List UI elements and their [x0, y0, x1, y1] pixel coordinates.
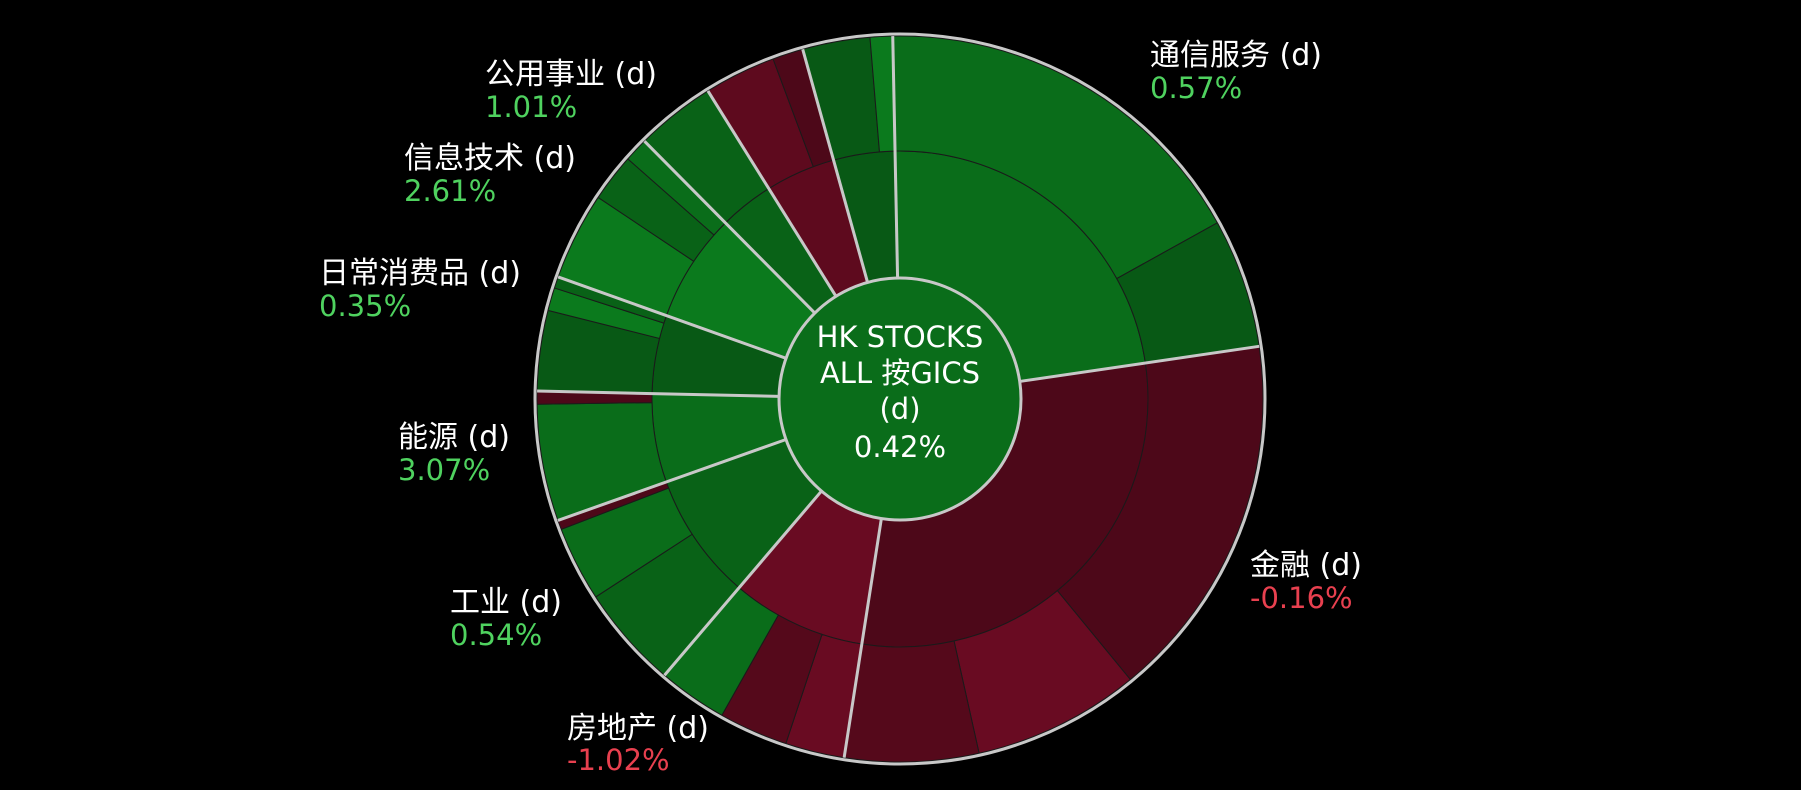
sector-separator: [891, 36, 900, 279]
sector-separator: [663, 490, 823, 677]
label-能源[interactable]: 能源 (d) 3.07%: [398, 420, 510, 487]
sector-name-label: 信息技术 (d): [404, 141, 576, 176]
center-title-line-2: ALL 按GICS: [820, 356, 980, 390]
sector-change-label: 2.61%: [404, 174, 496, 208]
sector-change-label: 0.57%: [1150, 71, 1242, 105]
label-房地产[interactable]: 房地产 (d) -1.02%: [567, 711, 709, 777]
center-title-line-1: HK STOCKS: [817, 320, 984, 354]
sector-separator: [706, 90, 838, 298]
sector-separator: [1019, 344, 1260, 383]
outer-border-ring: [533, 32, 1267, 766]
center-disc[interactable]: [777, 276, 1023, 522]
label-公用事业[interactable]: 公用事业 (d) 1.01%: [485, 57, 657, 124]
sector-name-label: 工业 (d): [450, 585, 562, 620]
sector-separator: [842, 518, 883, 758]
sector-separator: [643, 140, 816, 315]
sector-separators: [537, 36, 1260, 758]
center-title-line-3: (d): [879, 392, 920, 426]
label-通信服务[interactable]: 通信服务 (d) 0.57%: [1150, 38, 1322, 105]
sector-change-label: -0.16%: [1250, 581, 1353, 615]
sector-change-label: -1.02%: [567, 743, 670, 777]
sector-change-label: 1.01%: [485, 90, 577, 124]
sector-name-label: 日常消费品 (d): [319, 256, 521, 291]
sector-name-label: 房地产 (d): [567, 711, 709, 746]
label-工业[interactable]: 工业 (d) 0.54%: [450, 585, 562, 652]
center-total-change: 0.42%: [854, 430, 946, 464]
sector-change-label: 3.07%: [398, 453, 490, 487]
sector-separator: [801, 48, 870, 283]
sector-separator: [557, 275, 787, 360]
sector-change-label: 0.35%: [319, 289, 411, 323]
label-日常消费品[interactable]: 日常消费品 (d) 0.35%: [319, 256, 521, 323]
sector-separator: [557, 438, 787, 522]
label-金融[interactable]: 金融 (d) -0.16%: [1250, 548, 1362, 615]
sector-ring: [651, 150, 1149, 648]
center-label: HK STOCKS ALL 按GICS (d) 0.42%: [817, 320, 984, 464]
sector-name-label: 金融 (d): [1250, 548, 1362, 583]
sector-name-label: 公用事业 (d): [485, 57, 657, 92]
sector-change-label: 0.54%: [450, 618, 542, 652]
sector-separator: [537, 389, 780, 398]
industry-ring: [536, 35, 1264, 763]
sector-name-label: 能源 (d): [398, 420, 510, 455]
sector-name-label: 通信服务 (d): [1150, 38, 1322, 73]
label-信息技术[interactable]: 信息技术 (d) 2.61%: [404, 141, 576, 208]
